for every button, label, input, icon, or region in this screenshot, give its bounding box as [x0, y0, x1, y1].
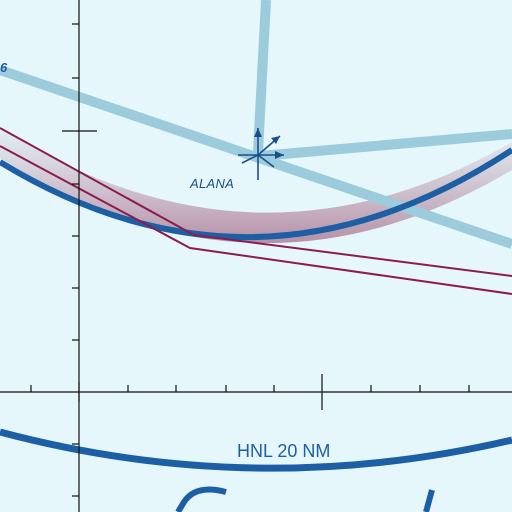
airspace-boundary-line-2 [0, 145, 512, 295]
airway-west-southeast [0, 65, 512, 249]
airway-edge-label: 6 [0, 60, 8, 75]
big-label-fragment-c [175, 486, 227, 512]
airway-east [259, 129, 512, 161]
airspace-boundary-line-1 [0, 127, 512, 277]
grid-horizontal-scale [0, 374, 512, 410]
grid-vertical-scale [62, 0, 97, 512]
fix-symbol-icon[interactable] [238, 128, 284, 180]
airway-vertical [253, 0, 271, 153]
range-ring-arc-upper [0, 147, 512, 240]
big-label-fragment-l [423, 489, 435, 512]
fix-name-label[interactable]: ALANA [190, 176, 235, 191]
range-ring-arc-lower [0, 428, 512, 472]
range-ring-label: HNL 20 NM [237, 441, 331, 461]
